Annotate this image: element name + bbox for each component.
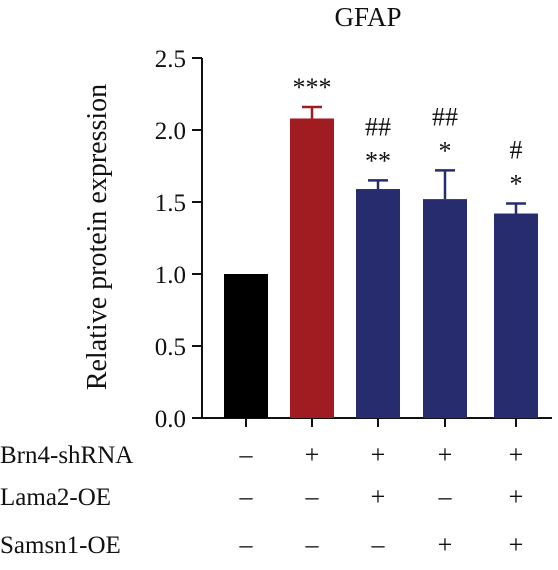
y-tick-label: 0.5 [155, 334, 186, 361]
condition-sign: + [438, 440, 453, 469]
y-axis-label: Relative protein expression [82, 84, 113, 390]
bars-group: *** ## ** ## * # * [224, 73, 538, 418]
condition-label: Lama2-OE [0, 484, 111, 511]
y-axis: 0.0 0.5 1.0 1.5 2.0 2.5 [155, 46, 203, 433]
significance-label: * [439, 136, 452, 165]
significance-label: ** [365, 146, 391, 175]
condition-sign: + [371, 482, 386, 511]
condition-sign: – [239, 482, 254, 511]
y-tick-label: 0.0 [155, 406, 186, 433]
x-axis [202, 417, 552, 427]
bar [356, 189, 400, 418]
condition-sign: + [438, 530, 453, 559]
bar [224, 274, 268, 418]
condition-sign: – [239, 440, 254, 469]
y-tick-label: 2.5 [155, 46, 186, 73]
significance-label: *** [293, 73, 332, 102]
condition-sign: + [305, 440, 320, 469]
significance-label: # [510, 135, 523, 164]
condition-sign: + [509, 482, 524, 511]
condition-label: Brn4-shRNA [0, 442, 133, 469]
condition-label: Samsn1-OE [0, 532, 121, 559]
condition-sign: + [371, 440, 386, 469]
condition-sign: – [371, 530, 386, 559]
y-tick-label: 2.0 [155, 118, 186, 145]
condition-table: Brn4-shRNA – + + + + Lama2-OE – – + – + Samsn1-OE – – –… [0, 440, 523, 559]
bar [494, 213, 538, 418]
condition-sign: – [438, 482, 453, 511]
chart-title: GFAP [334, 2, 401, 32]
condition-sign: + [509, 440, 524, 469]
bar [290, 118, 334, 418]
bar [423, 199, 467, 418]
y-tick-label: 1.0 [155, 262, 186, 289]
y-tick-label: 1.5 [155, 190, 186, 217]
significance-label: * [510, 169, 523, 198]
condition-sign: – [239, 530, 254, 559]
significance-label: ## [365, 112, 391, 141]
condition-sign: + [509, 530, 524, 559]
condition-sign: – [305, 482, 320, 511]
significance-label: ## [432, 102, 458, 131]
condition-sign: – [305, 530, 320, 559]
